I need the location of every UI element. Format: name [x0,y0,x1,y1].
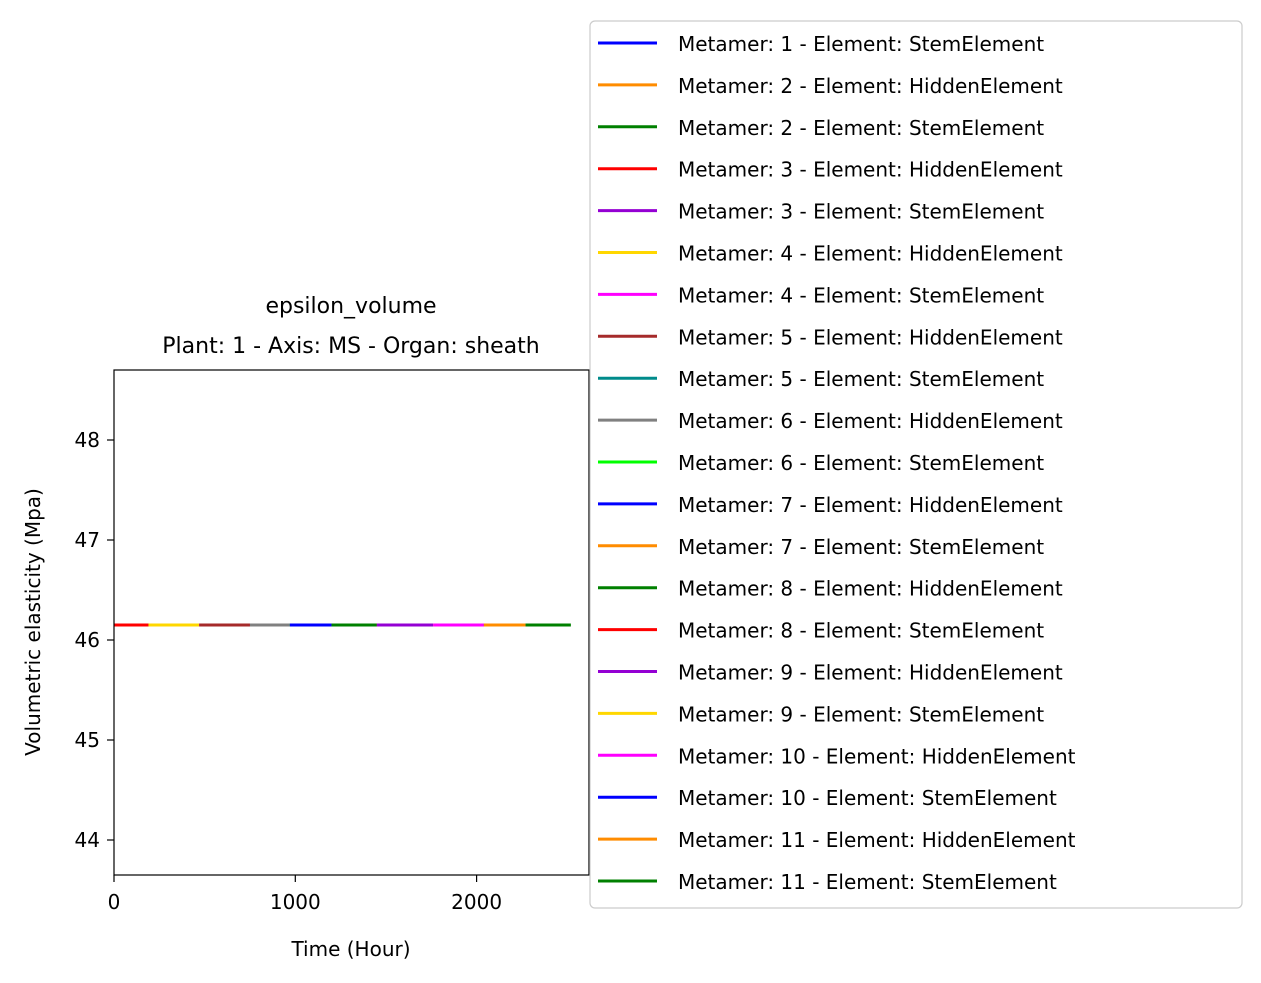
legend-label: Metamer: 3 - Element: StemElement [678,200,1044,224]
legend-label: Metamer: 3 - Element: HiddenElement [678,158,1063,182]
legend-label: Metamer: 5 - Element: HiddenElement [678,325,1063,349]
legend-item: Metamer: 4 - Element: HiddenElement [598,242,1063,266]
legend-item: Metamer: 9 - Element: StemElement [598,702,1044,726]
legend-item: Metamer: 7 - Element: StemElement [598,535,1044,559]
y-tick-label: 44 [75,828,100,852]
legend-label: Metamer: 9 - Element: HiddenElement [678,661,1063,685]
legend-label: Metamer: 2 - Element: HiddenElement [678,74,1063,98]
x-tick-label: 1000 [270,890,321,914]
legend-label: Metamer: 7 - Element: StemElement [678,535,1044,559]
legend-item: Metamer: 2 - Element: HiddenElement [598,74,1063,98]
legend-label: Metamer: 7 - Element: HiddenElement [678,493,1063,517]
legend-item: Metamer: 7 - Element: HiddenElement [598,493,1063,517]
x-tick-label: 0 [108,890,121,914]
y-tick-label: 45 [75,728,100,752]
legend-item: Metamer: 3 - Element: StemElement [598,200,1044,224]
legend-label: Metamer: 4 - Element: HiddenElement [678,242,1063,266]
legend-item: Metamer: 1 - Element: StemElement [598,32,1044,56]
legend-item: Metamer: 5 - Element: StemElement [598,367,1044,391]
legend-label: Metamer: 9 - Element: StemElement [678,702,1044,726]
y-axis: 44 45 46 47 48 [75,428,114,852]
legend: Metamer: 1 - Element: StemElement Metamer… [589,20,1243,909]
legend-item: Metamer: 11 - Element: StemElement [598,870,1057,894]
legend-label: Metamer: 1 - Element: StemElement [678,32,1044,56]
legend-label: Metamer: 6 - Element: StemElement [678,451,1044,475]
legend-label: Metamer: 8 - Element: HiddenElement [678,577,1063,601]
legend-item: Metamer: 10 - Element: HiddenElement [598,744,1076,768]
legend-item: Metamer: 2 - Element: StemElement [598,116,1044,140]
y-axis-label: Volumetric elasticity (Mpa) [21,488,45,756]
legend-item: Metamer: 5 - Element: HiddenElement [598,325,1063,349]
x-axis-label: Time (Hour) [290,937,410,961]
legend-label: Metamer: 6 - Element: HiddenElement [678,409,1063,433]
legend-label: Metamer: 5 - Element: StemElement [678,367,1044,391]
legend-item: Metamer: 8 - Element: StemElement [598,619,1044,643]
y-tick-label: 47 [75,528,100,552]
legend-label: Metamer: 11 - Element: HiddenElement [678,828,1076,852]
legend-item: Metamer: 8 - Element: HiddenElement [598,577,1063,601]
legend-label: Metamer: 8 - Element: StemElement [678,619,1044,643]
legend-item: Metamer: 6 - Element: HiddenElement [598,409,1063,433]
y-tick-label: 46 [75,628,100,652]
legend-item: Metamer: 10 - Element: StemElement [598,786,1057,810]
chart-subtitle: Plant: 1 - Axis: MS - Organ: sheath [162,334,539,359]
x-tick-label: 2000 [451,890,502,914]
plot-frame [113,369,590,876]
legend-item: Metamer: 11 - Element: HiddenElement [598,828,1076,852]
legend-label: Metamer: 10 - Element: StemElement [678,786,1057,810]
legend-label: Metamer: 11 - Element: StemElement [678,870,1057,894]
legend-item: Metamer: 9 - Element: HiddenElement [598,661,1063,685]
chart-title: epsilon_volume [265,294,436,319]
legend-item: Metamer: 4 - Element: StemElement [598,283,1044,307]
legend-frame [589,20,1243,909]
legend-item: Metamer: 6 - Element: StemElement [598,451,1044,475]
legend-label: Metamer: 2 - Element: StemElement [678,116,1044,140]
legend-item: Metamer: 3 - Element: HiddenElement [598,158,1063,182]
y-tick-label: 48 [75,428,100,452]
legend-label: Metamer: 10 - Element: HiddenElement [678,744,1076,768]
legend-label: Metamer: 4 - Element: StemElement [678,283,1044,307]
x-axis: 0 1000 2000 [108,875,502,914]
